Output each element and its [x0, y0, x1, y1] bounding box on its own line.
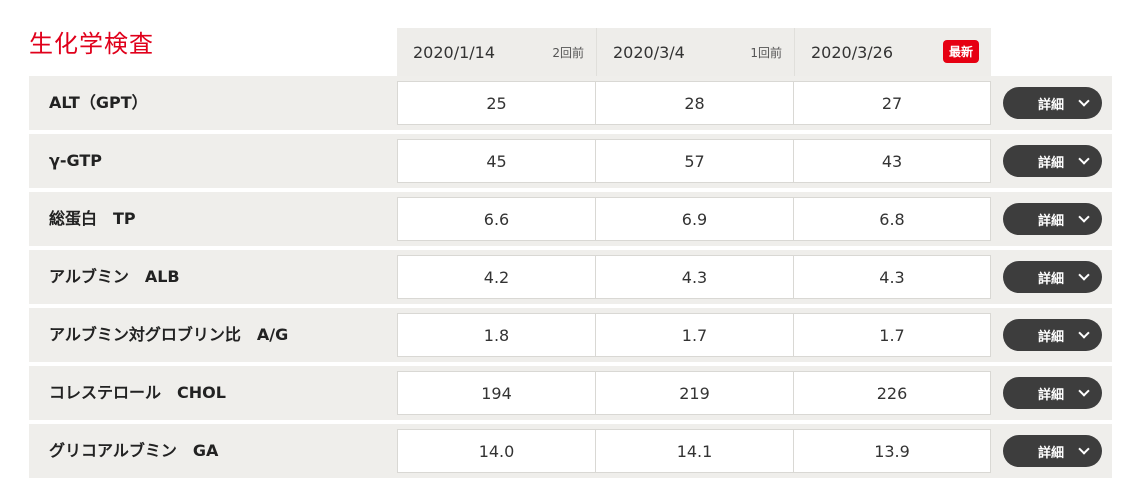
date-column-latest: 2020/3/26 最新: [794, 28, 991, 76]
chevron-down-icon: [1078, 95, 1090, 107]
latest-badge: 最新: [942, 40, 979, 63]
table-row: 総蛋白 TP 6.6 6.9 6.8 詳細: [29, 192, 1112, 246]
test-name: γ-GTP: [49, 151, 103, 170]
detail-button[interactable]: 詳細: [1003, 87, 1102, 119]
detail-button[interactable]: 詳細: [1003, 377, 1102, 409]
detail-button-label: 詳細: [1038, 155, 1065, 171]
visit-tag: 2回前: [552, 45, 584, 60]
value-cell: 25: [397, 81, 596, 125]
detail-button[interactable]: 詳細: [1003, 203, 1102, 235]
test-name: コレステロール CHOL: [49, 383, 226, 402]
visit-tag: 1回前: [750, 45, 782, 60]
value-cell: 28: [596, 81, 794, 125]
detail-button[interactable]: 詳細: [1003, 319, 1102, 351]
value-cell: 27: [794, 81, 991, 125]
value-cell: 4.3: [596, 255, 794, 299]
date-column-1-before: 2020/3/4 1回前: [596, 28, 794, 76]
value-cell: 1.7: [794, 313, 991, 357]
chevron-down-icon: [1078, 443, 1090, 455]
test-name: アルブミン ALB: [49, 267, 180, 286]
value-cell: 4.3: [794, 255, 991, 299]
chevron-down-icon: [1078, 153, 1090, 165]
test-name: 総蛋白 TP: [49, 209, 136, 228]
date-header: 2020/1/14 2回前 2020/3/4 1回前 2020/3/26 最新: [397, 28, 991, 76]
section-title: 生化学検査: [29, 30, 154, 58]
chevron-down-icon: [1078, 211, 1090, 223]
date-label: 2020/3/4: [613, 42, 685, 62]
date-label: 2020/3/26: [811, 42, 894, 62]
value-cell: 194: [397, 371, 596, 415]
chevron-down-icon: [1078, 385, 1090, 397]
detail-button-label: 詳細: [1038, 97, 1065, 113]
value-cell: 1.8: [397, 313, 596, 357]
table-row: γ-GTP 45 57 43 詳細: [29, 134, 1112, 188]
value-cell: 6.8: [794, 197, 991, 241]
detail-button-label: 詳細: [1038, 271, 1065, 287]
detail-button-label: 詳細: [1038, 213, 1065, 229]
value-cell: 226: [794, 371, 991, 415]
date-label: 2020/1/14: [413, 42, 496, 62]
test-name: グリコアルブミン GA: [49, 441, 219, 460]
table-row: コレステロール CHOL 194 219 226 詳細: [29, 366, 1112, 420]
date-column-2-before: 2020/1/14 2回前: [397, 28, 596, 76]
detail-button-label: 詳細: [1038, 387, 1065, 403]
value-cell: 45: [397, 139, 596, 183]
value-cell: 14.0: [397, 429, 596, 473]
table-row: アルブミン ALB 4.2 4.3 4.3 詳細: [29, 250, 1112, 304]
value-cell: 14.1: [596, 429, 794, 473]
chevron-down-icon: [1078, 327, 1090, 339]
value-cell: 13.9: [794, 429, 991, 473]
value-cell: 4.2: [397, 255, 596, 299]
test-name: アルブミン対グロブリン比 A/G: [49, 325, 289, 344]
table-row: アルブミン対グロブリン比 A/G 1.8 1.7 1.7 詳細: [29, 308, 1112, 362]
detail-button[interactable]: 詳細: [1003, 145, 1102, 177]
table-row: ALT（GPT） 25 28 27 詳細: [29, 76, 1112, 130]
detail-button-label: 詳細: [1038, 445, 1065, 461]
value-cell: 219: [596, 371, 794, 415]
value-cell: 57: [596, 139, 794, 183]
detail-button[interactable]: 詳細: [1003, 261, 1102, 293]
value-cell: 6.9: [596, 197, 794, 241]
value-cell: 43: [794, 139, 991, 183]
chevron-down-icon: [1078, 269, 1090, 281]
table-row: グリコアルブミン GA 14.0 14.1 13.9 詳細: [29, 424, 1112, 478]
test-name: ALT（GPT）: [49, 93, 148, 112]
detail-button-label: 詳細: [1038, 329, 1065, 345]
value-cell: 6.6: [397, 197, 596, 241]
value-cell: 1.7: [596, 313, 794, 357]
detail-button[interactable]: 詳細: [1003, 435, 1102, 467]
results-table: ALT（GPT） 25 28 27 詳細 γ-GTP 45 57 43 詳細 総…: [29, 76, 1112, 482]
